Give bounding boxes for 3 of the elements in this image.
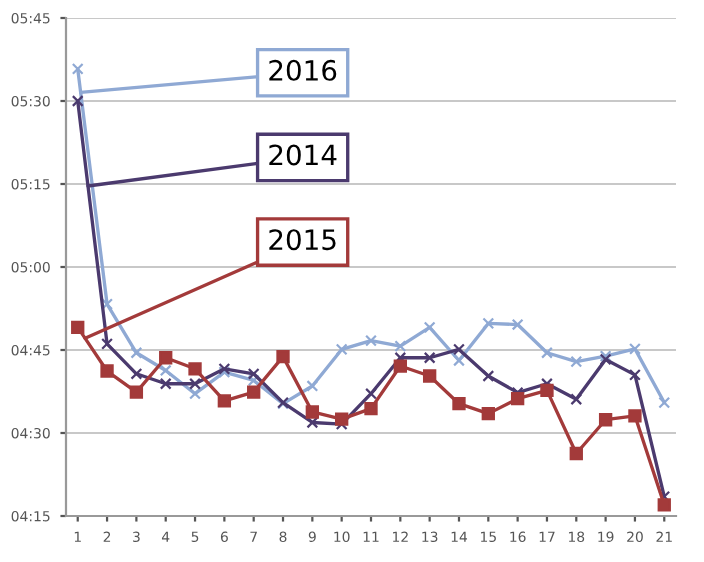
- text: 2016: [269, 59, 337, 81]
- text: 2014: [269, 144, 337, 166]
- text: 2015: [269, 229, 336, 251]
